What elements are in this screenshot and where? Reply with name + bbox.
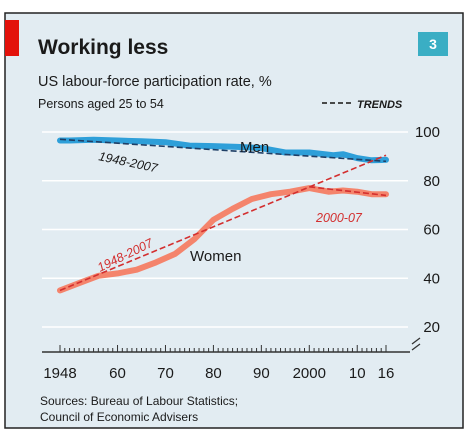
chart-number: 3 [429,36,437,52]
y-tick-label: 60 [423,222,440,239]
annotation-women: Women [190,248,241,265]
chart-note: Persons aged 25 to 54 [38,97,164,111]
x-tick-label: 1948 [43,365,76,382]
chart-number-badge [418,32,448,56]
series-line-men [57,136,389,164]
series-line-women [57,185,389,294]
trend-line-0 [59,138,387,163]
trend-line-1 [59,154,387,292]
accent-tag [5,20,19,56]
axis-break-mark [411,337,421,351]
source-line-1: Sources: Bureau of Labour Statistics; [40,394,238,408]
y-tick-label: 80 [423,173,440,190]
chart-panel [4,12,464,429]
y-tick-label: 20 [423,319,440,336]
x-tick-label: 10 [349,365,366,382]
x-tick-label: 80 [205,365,222,382]
x-tick-label: 70 [157,365,174,382]
x-tick-label: 16 [378,365,395,382]
source-line-2: Council of Economic Advisers [40,410,198,424]
x-tick-label: 60 [109,365,126,382]
chart-subtitle: US labour-force participation rate, % [38,74,272,90]
trend-line-2 [309,186,387,197]
annotation-trend-2000-07: 2000-07 [315,211,363,225]
x-tick-label: 2000 [293,365,326,382]
x-tick-label: 90 [253,365,270,382]
legend-trend-label: TRENDS [357,99,403,111]
y-tick-label: 100 [415,124,440,141]
annotation-men: Men [240,139,269,156]
chart-title: Working less [38,36,168,59]
y-tick-label: 40 [423,270,440,287]
